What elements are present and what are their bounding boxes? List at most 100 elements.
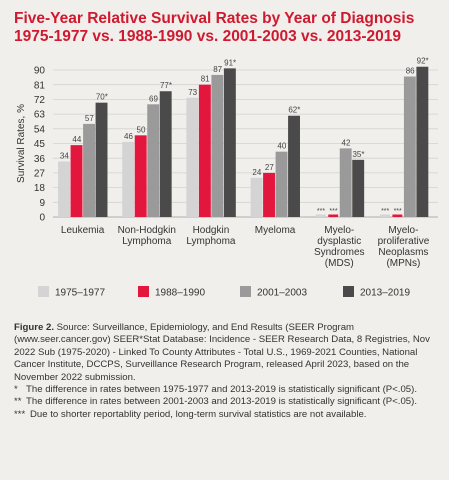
footnote-2-mark: ** [14, 396, 22, 408]
data-label: 40 [277, 142, 286, 151]
bar [159, 91, 172, 217]
data-label: 92* [417, 57, 429, 66]
legend-swatch [38, 286, 49, 297]
chart-title: Five-Year Relative Survival Rates by Yea… [14, 10, 434, 46]
bar [263, 172, 275, 217]
y-tick-label: 36 [34, 154, 46, 165]
caption-body: Figure 2. Source: Surveillance, Epidemio… [14, 322, 438, 384]
y-tick-label: 72 [34, 95, 46, 106]
bar [275, 151, 288, 217]
category-label: Non-Hodgkin [118, 225, 176, 236]
data-label: 44 [72, 135, 81, 144]
data-label: 86 [406, 67, 415, 76]
category-label: Lymphoma [186, 236, 236, 247]
data-label: 57 [85, 114, 94, 123]
data-label: 69 [149, 94, 158, 103]
category-label: Lymphoma [122, 236, 172, 247]
data-label: 81 [201, 75, 210, 84]
footnote-3: *** Due to shorter reportablity period, l… [14, 409, 438, 421]
category-label: Leukemia [61, 225, 105, 236]
y-tick-label: 45 [34, 139, 46, 150]
footnote-2-text: The difference in rates between 2001-200… [26, 396, 418, 408]
category-label: (MPNs) [386, 258, 420, 269]
bar [147, 104, 160, 217]
legend-swatch [138, 286, 149, 297]
y-tick-label: 81 [34, 80, 46, 91]
footnote-3-mark: *** [14, 408, 26, 420]
bar [315, 214, 326, 217]
bar [95, 102, 108, 217]
y-tick-label: 54 [34, 124, 46, 135]
data-label: 42 [342, 138, 351, 147]
legend-swatch [240, 286, 251, 297]
y-tick-label: 27 [34, 169, 46, 180]
category-label: (MDS) [325, 258, 354, 269]
figure-caption: Figure 2. Source: Surveillance, Epidemio… [14, 322, 438, 421]
y-tick-label: 63 [34, 110, 46, 121]
category-label: Myelo- [324, 225, 354, 236]
title-line-1: Five-Year Relative Survival Rates by Yea… [14, 10, 415, 27]
bar [223, 68, 236, 217]
category-label: Syndromes [314, 247, 365, 258]
data-label: *** [394, 208, 402, 215]
data-label: 35* [352, 150, 364, 159]
bar [379, 214, 390, 217]
y-axis-label: Survival Rates, % [16, 104, 27, 183]
data-label: 62* [288, 106, 300, 115]
bar [392, 214, 403, 217]
category-label: Hodgkin [193, 225, 230, 236]
bar [403, 76, 416, 218]
data-label: 70* [96, 93, 108, 102]
data-label: 27 [265, 163, 274, 172]
category-label: Neoplasms [378, 247, 428, 258]
footnote-2: ** The difference in rates between 2001-2… [14, 396, 438, 408]
data-label: 77* [160, 81, 172, 90]
category-label: proliferative [378, 236, 430, 247]
legend-label: 1988–1990 [155, 288, 205, 299]
bar [352, 159, 365, 217]
title-line-2: 1975-1977 vs. 1988-1990 vs. 2001-2003 vs… [14, 28, 401, 45]
data-label: 87 [213, 65, 222, 74]
bar [83, 123, 95, 217]
data-label: 73 [188, 88, 197, 97]
bar [339, 148, 352, 217]
bar [211, 74, 224, 218]
category-label: dysplastic [317, 236, 361, 247]
data-label: 91* [224, 58, 236, 67]
category-label: Myeloma [255, 225, 296, 236]
data-label: 46 [124, 132, 133, 141]
y-tick-label: 90 [34, 66, 46, 77]
y-tick-label: 18 [34, 183, 46, 194]
bar [70, 145, 83, 217]
footnote-1-mark: * [14, 384, 18, 396]
bar [288, 115, 300, 217]
bar [186, 97, 199, 217]
legend-label: 1975–1977 [55, 288, 105, 299]
footnote-1: * The difference in rates between 1975-19… [14, 384, 438, 396]
data-label: 24 [252, 168, 261, 177]
data-label: 50 [137, 125, 146, 134]
bar [328, 214, 339, 217]
bar [134, 135, 147, 217]
legend-swatch [343, 286, 354, 297]
bar [58, 161, 70, 217]
bar [416, 66, 429, 217]
data-label: *** [329, 208, 337, 215]
data-label: *** [381, 208, 389, 215]
y-tick-label: 0 [39, 213, 45, 224]
y-tick-label: 9 [39, 198, 45, 209]
figure-label: Figure 2. [14, 322, 54, 333]
footnote-3-text: Due to shorter reportablity period, long… [30, 408, 367, 420]
caption-text: Source: Surveillance, Epidemiology, and … [14, 322, 430, 383]
bar [250, 177, 263, 217]
category-label: Myelo- [388, 225, 418, 236]
bar [122, 141, 135, 217]
bar [198, 84, 211, 217]
legend-label: 2001–2003 [257, 288, 307, 299]
legend-label: 2013–2019 [360, 288, 410, 299]
footnote-1-text: The difference in rates between 1975-197… [26, 384, 418, 396]
data-label: *** [317, 208, 325, 215]
data-label: 34 [60, 151, 69, 160]
